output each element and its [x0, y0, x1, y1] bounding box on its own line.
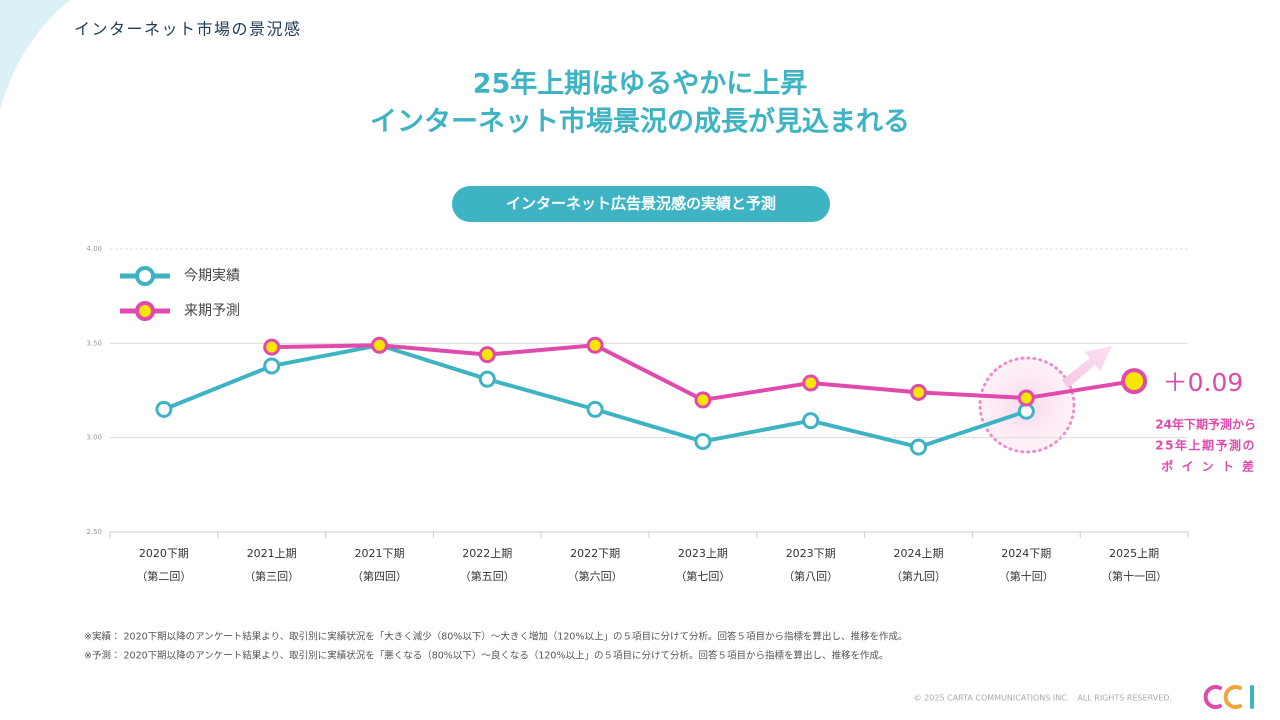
delta-note: ポ イ ン ト 差 [1161, 459, 1256, 474]
series-line [163, 343, 1027, 450]
data-point [910, 383, 927, 401]
y-tick-label: 3.50 [86, 339, 102, 347]
x-tick-label: 2022下期 [570, 547, 620, 560]
x-tick-sublabel: （第十一回） [1101, 569, 1167, 583]
x-tick-label: 2023下期 [786, 547, 836, 560]
delta-note: 24年下期予測から [1155, 417, 1256, 432]
footnote: ※実績： 2020下期以降のアンケート結果より、取引別に実績状況を「大きく減少（… [84, 631, 907, 643]
legend-marker [135, 266, 155, 286]
x-tick-sublabel: （第九回） [891, 569, 946, 583]
legend-label: 来期予測 [184, 303, 240, 319]
x-tick-label: 2021上期 [247, 547, 297, 560]
headline: 25年上期はゆるやかに上昇 [473, 68, 808, 100]
trend-arrow [1062, 346, 1112, 388]
y-tick-label: 3.00 [86, 434, 102, 442]
data-point [155, 400, 173, 418]
delta-note: 25年上期予測の [1155, 438, 1256, 453]
x-tick-sublabel: （第五回） [460, 569, 515, 583]
chart-title-pill [452, 186, 830, 222]
x-tick-label: 2023上期 [678, 547, 728, 560]
logo [1203, 685, 1254, 709]
page-title: インターネット市場の景況感 [74, 20, 302, 39]
footnote: ※予測： 2020下期以降のアンケート結果より、取引別に実績状況を「悪くなる（8… [84, 650, 888, 662]
x-tick-sublabel: （第十回） [999, 569, 1054, 583]
data-point [371, 336, 388, 354]
x-tick-label: 2022上期 [462, 547, 512, 560]
data-point [263, 357, 281, 375]
x-tick-sublabel: （第六回） [568, 569, 623, 583]
delta-label: ＋0.09 [1163, 368, 1244, 397]
x-tick-sublabel: （第二回） [136, 569, 191, 583]
chart-title: インターネット広告景況感の実績と予測 [506, 195, 776, 213]
x-tick-label: 2024下期 [1001, 547, 1051, 560]
x-tick-sublabel: （第四回） [352, 569, 407, 583]
data-point [586, 336, 604, 354]
data-point [910, 438, 927, 456]
legend-label: 今期実績 [184, 268, 240, 284]
headline: インターネット市場景況の成長が見込まれる [370, 106, 910, 138]
data-point [802, 412, 820, 430]
y-tick-label: 2.50 [86, 528, 102, 536]
x-tick-label: 2024上期 [894, 547, 944, 560]
plot: 2.50 3.00 3.50 4.00 2020下期 （第二回） 2021上期 （第三回） 20… [86, 245, 1189, 583]
data-point [694, 391, 712, 409]
legend-marker [135, 301, 155, 321]
x-tick-sublabel: （第七回） [675, 569, 730, 583]
x-tick-label: 2020下期 [139, 547, 189, 560]
data-point [586, 400, 604, 418]
data-point [802, 374, 820, 392]
corner-decoration [0, 0, 70, 110]
data-point [478, 346, 496, 364]
data-point [478, 370, 496, 388]
data-point [1017, 389, 1035, 407]
x-tick-label: 2025上期 [1109, 547, 1159, 560]
data-point [1121, 368, 1148, 395]
x-tick-label: 2021下期 [355, 547, 405, 560]
data-point [694, 432, 712, 450]
x-tick-sublabel: （第八回） [783, 569, 838, 583]
copyright: © 2025 CARTA COMMUNICATIONS INC. ALL RIG… [914, 694, 1172, 703]
x-tick-sublabel: （第三回） [244, 569, 299, 583]
y-tick-label: 4.00 [86, 245, 102, 253]
data-point [263, 338, 281, 356]
